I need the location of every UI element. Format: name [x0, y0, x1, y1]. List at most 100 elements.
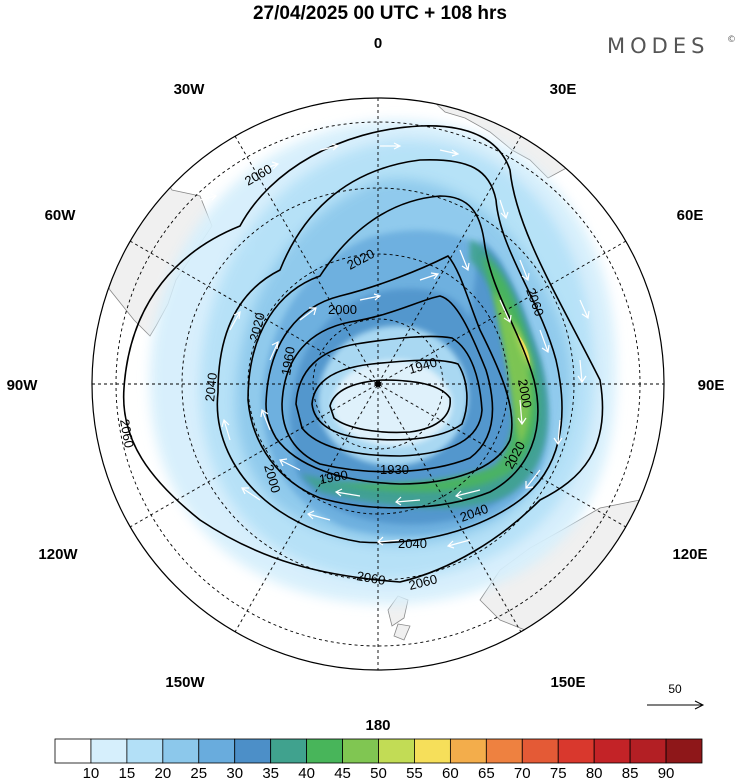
wind-vector: [577, 359, 587, 384]
colorbar-tick-label: 30: [226, 765, 243, 782]
colorbar-tick-label: 80: [586, 765, 603, 782]
wind-vector: [241, 487, 261, 501]
madagascar-landmass: [595, 151, 623, 191]
meridian-labels: 0 30E 60E 90E 120E 150E 180 150W 120W 90…: [7, 35, 725, 734]
wind-vector: [319, 143, 340, 151]
wind-vector: [459, 249, 470, 272]
brand-copyright-mark: ©: [727, 35, 736, 45]
colorbar-swatch: [162, 738, 200, 764]
colorbar-tick-label: 45: [334, 765, 351, 782]
wind-vector: [199, 193, 218, 201]
meridian-label-0: 0: [374, 35, 382, 52]
colorbar-tick-label: 15: [119, 765, 136, 782]
wind-vector: [454, 489, 481, 500]
contour-1940: [311, 359, 468, 441]
contour-label: 2060: [117, 418, 137, 449]
colorbar-swatch: [54, 738, 92, 764]
contour-label: 2040: [202, 372, 220, 402]
south-pole-marker: [375, 381, 381, 387]
colorbar-swatch: [629, 738, 667, 764]
contour-label: 2000: [515, 378, 535, 409]
contour-2040: [216, 159, 563, 544]
wind-vectors: [199, 142, 590, 549]
colorbar-swatch: [270, 738, 308, 764]
colorbar-tick-label: 60: [442, 765, 459, 782]
meridian-label-120e: 120E: [672, 546, 707, 563]
contour-2000: [265, 255, 513, 485]
contour-2060: [122, 125, 604, 583]
colorbar-tick-label: 40: [298, 765, 315, 782]
wind-vector: [525, 469, 541, 489]
contour-label: 2060: [355, 568, 386, 588]
wind-vector: [446, 539, 471, 549]
colorbar-swatch: [449, 738, 487, 764]
contour-label: 2020: [246, 311, 268, 343]
contour-label: 2000: [328, 302, 357, 317]
wind-vector: [579, 299, 590, 320]
colorbar-swatch: [90, 738, 128, 764]
colorbar-tick-label: 75: [550, 765, 567, 782]
wind-vector: [259, 161, 280, 171]
colorbar-swatch: [378, 738, 415, 764]
meridian-label-60w: 60W: [45, 207, 77, 224]
wind-vector: [279, 458, 301, 471]
wind-vector: [269, 340, 279, 361]
colorbar-tick-label: 50: [370, 765, 387, 782]
colorbar-tick-label: 70: [514, 765, 531, 782]
meridian-label-120w: 120W: [38, 546, 78, 563]
colorbar-swatch: [342, 738, 379, 764]
colorbar-swatch: [414, 738, 451, 764]
meridian-label-90w: 90W: [7, 377, 39, 394]
contour-1980: [281, 295, 494, 473]
colorbar-swatch: [557, 738, 595, 764]
colorbar-swatch: [234, 738, 272, 764]
brand-logo: MODES: [607, 34, 709, 58]
contour-2020: [247, 195, 539, 509]
colorbar-tick-label: 35: [262, 765, 279, 782]
colorbar-swatch: [126, 738, 164, 764]
colorbar-tick-label: 65: [478, 765, 495, 782]
wind-vector: [299, 307, 317, 321]
colorbar-swatch: [665, 738, 703, 764]
colorbar-tick-label: 10: [83, 765, 100, 782]
wind-vector: [260, 408, 271, 431]
wind-vector: [419, 272, 440, 281]
wind-shade-core-clear: [332, 359, 452, 446]
colorbar-tick-label: 85: [622, 765, 639, 782]
graticule-meridians: [92, 98, 664, 670]
wind-vector: [499, 299, 512, 324]
meridian-label-30e: 30E: [550, 81, 577, 98]
jet-core-50: [494, 290, 531, 446]
jet-core-40: [300, 240, 548, 509]
wind-vector: [553, 419, 563, 446]
meridian-label-150e: 150E: [550, 674, 585, 691]
wind-vector: [519, 259, 530, 282]
reference-vector-arrowhead: [694, 700, 705, 710]
meridian-label-90e: 90E: [698, 377, 725, 394]
wind-vector: [359, 293, 382, 301]
colorbar: [54, 738, 703, 764]
meridian-label-30w: 30W: [174, 81, 206, 98]
height-contours: [122, 125, 604, 583]
colorbar-swatch: [593, 738, 631, 764]
wind-vector: [539, 329, 550, 354]
contour-1960: [295, 335, 483, 457]
contour-label: 1960: [278, 345, 298, 376]
jet-core-60: [518, 334, 530, 364]
meridian-label-150w: 150W: [165, 674, 205, 691]
wind-vector: [306, 510, 331, 521]
wind-vector: [377, 536, 401, 546]
wind-vector: [395, 496, 421, 506]
wind-vector: [221, 418, 231, 441]
meridian-label-60e: 60E: [677, 207, 704, 224]
colorbar-tick-label: 20: [154, 765, 171, 782]
colorbar-swatch: [485, 738, 523, 764]
wind-vector: [380, 142, 402, 150]
wind-vector: [517, 399, 527, 426]
contour-label: 1980: [318, 467, 349, 487]
colorbar-swatch: [521, 738, 559, 764]
contour-label: 2040: [398, 536, 427, 551]
contour-1930: [329, 379, 451, 434]
colorbar-swatch: [198, 738, 236, 764]
